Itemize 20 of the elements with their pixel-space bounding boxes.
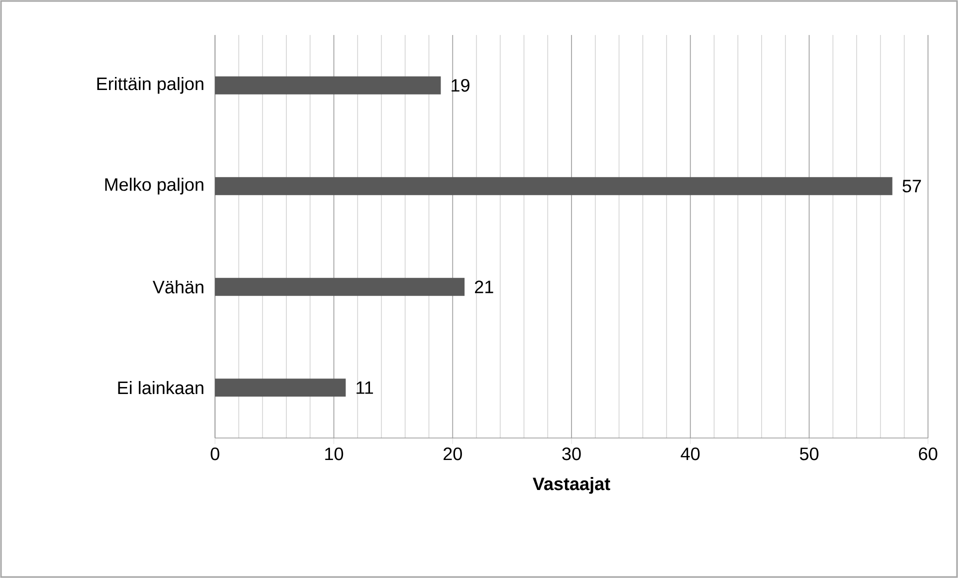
data-label: 19	[452, 79, 470, 92]
bar	[215, 278, 465, 296]
x-tick-label: 0	[210, 448, 220, 460]
x-tick-label: 50	[800, 448, 818, 460]
data-label: 21	[474, 280, 494, 294]
data-label: 11	[356, 381, 373, 394]
x-tick-label: 10	[325, 448, 344, 460]
y-tick-label: Erittäin paljon	[97, 77, 204, 94]
y-tick-label: Ei lainkaan	[118, 381, 204, 394]
bar	[215, 76, 441, 94]
data-label: 57	[902, 180, 921, 192]
x-tick-label: 30	[562, 448, 581, 460]
bar	[215, 177, 892, 196]
x-tick-label: 40	[680, 448, 700, 460]
bar	[215, 378, 346, 397]
y-tick-label: Vähän	[152, 280, 204, 294]
x-axis-title: Vastaajat	[532, 477, 610, 494]
y-tick-label: Melko paljon	[105, 178, 204, 194]
x-tick-label: 60	[918, 448, 938, 460]
x-tick-label: 20	[444, 448, 462, 460]
